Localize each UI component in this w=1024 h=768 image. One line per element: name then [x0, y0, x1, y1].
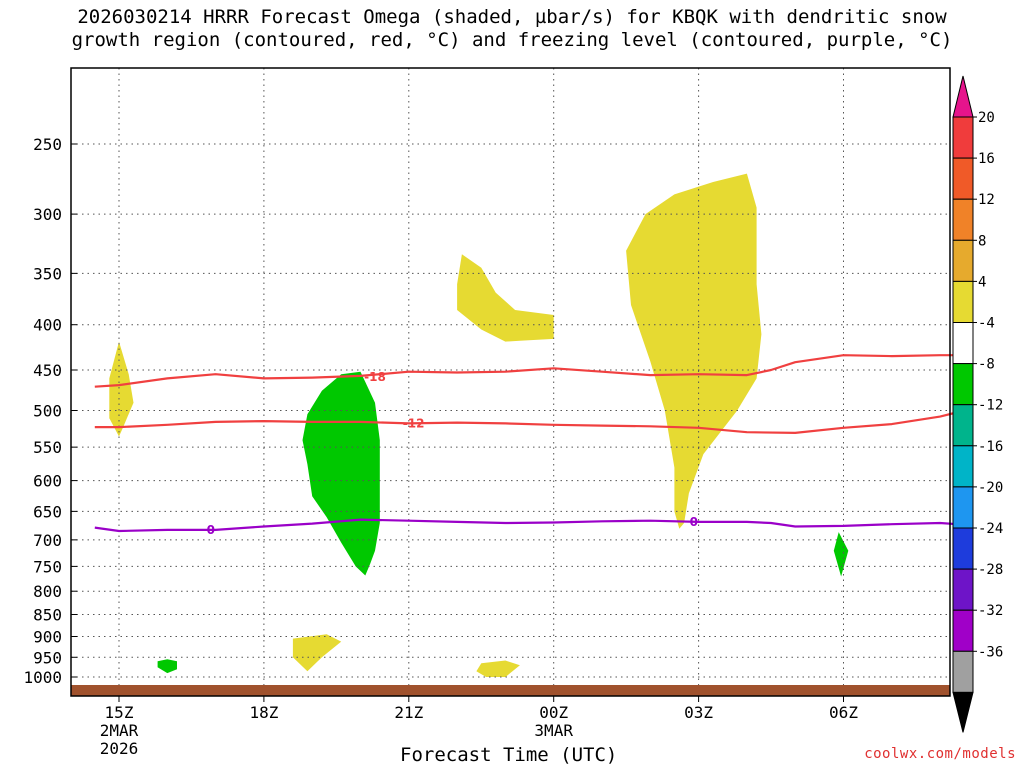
colorbar-bin-8 [952, 404, 974, 447]
credit-link[interactable]: coolwx.com/models [864, 746, 1016, 762]
y-tick-label-950: 950 [33, 648, 62, 667]
colorbar-label-4: 4 [978, 274, 986, 290]
colorbar-label--28: -28 [978, 562, 1003, 578]
y-tick-label-800: 800 [33, 582, 62, 601]
colorbar-top-arrow [952, 75, 974, 118]
omega-region-5 [833, 532, 849, 577]
contour-label-0-second: 0 [690, 515, 698, 529]
colorbar-bin-4 [952, 239, 974, 282]
grid-lines [71, 68, 950, 696]
y-tick-label-700: 700 [33, 531, 62, 550]
plot-frame [70, 67, 951, 697]
x-axis-label: Forecast Time (UTC) [400, 744, 618, 766]
colorbar-bin-9 [952, 445, 974, 488]
colorbar-label--20: -20 [978, 480, 1003, 496]
y-tick-label-250: 250 [33, 135, 62, 154]
colorbar-bin-12 [952, 568, 974, 611]
chart-title: 2026030214 HRRR Forecast Omega (shaded, … [0, 6, 1024, 52]
title-line-1: 2026030214 HRRR Forecast Omega (shaded, … [77, 6, 947, 28]
y-axis-ticks: 250 300 350 400 450 500 550 600 650 700 750 800 850 9… [23, 135, 77, 687]
colorbar-label--4: -4 [978, 316, 995, 332]
x-tick-date: 2MAR [100, 721, 139, 740]
contour--18 [94, 354, 965, 388]
colorbar-label--12: -12 [978, 398, 1003, 414]
omega-region-7 [292, 634, 342, 672]
y-tick-label-900: 900 [33, 627, 62, 646]
contour-lines [94, 354, 965, 533]
colorbar-bin-3 [952, 198, 974, 241]
colorbar: 20 16 12 8 4 -4 -8 -12 -16 -20 -24 -28 -32 -36 [952, 75, 1003, 733]
y-tick-label-400: 400 [33, 316, 62, 335]
x-tick-label-18Z: 18Z [249, 703, 278, 722]
colorbar-bin-10 [952, 486, 974, 529]
x-tick-label-06Z: 06Z [829, 703, 858, 722]
x-tick-label-03Z: 03Z [684, 703, 713, 722]
ground-surface-bar [71, 685, 950, 696]
x-tick-label-21Z: 21Z [394, 703, 423, 722]
contour--12 [94, 409, 965, 434]
colorbar-bin-5 [952, 280, 974, 323]
contour-labels: -18 -12 0 0 [207, 370, 698, 537]
colorbar-label--32: -32 [978, 603, 1003, 619]
colorbar-bin-2 [952, 157, 974, 200]
contour-label--18: -18 [364, 370, 386, 384]
y-tick-label-850: 850 [33, 606, 62, 625]
x-tick-year: 2026 [100, 739, 139, 758]
omega-region-6 [157, 659, 177, 674]
omega-region-3 [457, 254, 554, 342]
title-line-2: growth region (contoured, red, °C) and f… [71, 29, 953, 51]
colorbar-label--36: -36 [978, 644, 1003, 660]
contour-0 [94, 518, 965, 533]
colorbar-label--24: -24 [978, 521, 1003, 537]
x-tick-date: 3MAR [534, 721, 573, 740]
y-tick-label-450: 450 [33, 361, 62, 380]
colorbar-bin-6 [952, 322, 974, 365]
y-tick-label-300: 300 [33, 205, 62, 224]
omega-shading [109, 173, 849, 677]
y-tick-label-650: 650 [33, 502, 62, 521]
omega-region-1 [109, 341, 134, 437]
y-tick-label-550: 550 [33, 438, 62, 457]
y-tick-label-1000: 1000 [23, 668, 62, 687]
colorbar-bin-14 [952, 650, 974, 693]
contour-label--12: -12 [403, 416, 425, 430]
colorbar-bin-7 [952, 363, 974, 406]
contour-label-0: 0 [207, 523, 215, 537]
omega-region-2 [302, 371, 380, 576]
x-tick-label-15Z: 15Z [105, 703, 134, 722]
y-tick-label-350: 350 [33, 264, 62, 283]
y-tick-label-750: 750 [33, 557, 62, 576]
colorbar-bin-1 [952, 116, 974, 159]
colorbar-bottom-arrow [952, 691, 974, 733]
colorbar-label-16: 16 [978, 151, 995, 167]
colorbar-bin-11 [952, 527, 974, 570]
omega-region-8 [476, 660, 520, 677]
colorbar-label-12: 12 [978, 192, 995, 208]
y-tick-label-600: 600 [33, 472, 62, 491]
colorbar-bin-13 [952, 609, 974, 652]
colorbar-label--16: -16 [978, 439, 1003, 455]
omega-region-4 [626, 173, 762, 529]
colorbar-label-8: 8 [978, 233, 986, 249]
x-tick-label-00Z: 00Z [539, 703, 568, 722]
y-tick-label-500: 500 [33, 402, 62, 421]
colorbar-label-20: 20 [978, 110, 995, 126]
colorbar-label--8: -8 [978, 357, 995, 373]
